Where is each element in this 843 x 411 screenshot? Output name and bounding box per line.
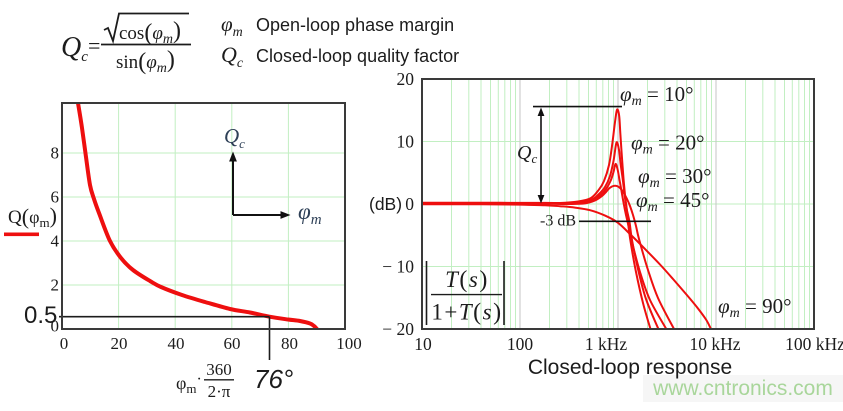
svg-text:φm = 10°: φm = 10° bbox=[620, 82, 694, 109]
svg-text:76°: 76° bbox=[254, 364, 293, 394]
svg-text:Closed-loop quality factor: Closed-loop quality factor bbox=[256, 46, 459, 66]
svg-text:0: 0 bbox=[60, 334, 69, 353]
svg-text:Closed-loop response: Closed-loop response bbox=[528, 356, 732, 379]
svg-text:0: 0 bbox=[405, 194, 414, 214]
svg-text:=: = bbox=[88, 33, 100, 58]
svg-text:4: 4 bbox=[51, 232, 60, 251]
svg-text:6: 6 bbox=[51, 188, 60, 207]
svg-text:φm = 90°: φm = 90° bbox=[718, 294, 792, 321]
svg-text:0.5: 0.5 bbox=[24, 302, 57, 329]
svg-text:100: 100 bbox=[507, 334, 534, 354]
svg-text:10 kHz: 10 kHz bbox=[689, 334, 740, 354]
svg-text:60: 60 bbox=[224, 334, 241, 353]
svg-text:1 kHz: 1 kHz bbox=[585, 334, 628, 354]
svg-text:www.cntronics.com: www.cntronics.com bbox=[652, 377, 833, 400]
svg-text:20: 20 bbox=[111, 334, 128, 353]
svg-text:Q(φm): Q(φm) bbox=[8, 203, 57, 230]
svg-text:0: 0 bbox=[51, 317, 60, 336]
svg-text:-3 dB: -3 dB bbox=[540, 213, 576, 230]
svg-text:sin(φm): sin(φm) bbox=[116, 47, 175, 76]
svg-text:Open-loop phase margin: Open-loop phase margin bbox=[256, 15, 454, 35]
svg-text:− 20: − 20 bbox=[382, 319, 414, 339]
svg-text:100 kHz: 100 kHz bbox=[785, 334, 843, 354]
svg-text:360: 360 bbox=[206, 360, 232, 379]
svg-text:8: 8 bbox=[51, 144, 60, 163]
svg-text:40: 40 bbox=[168, 334, 185, 353]
svg-text:− 10: − 10 bbox=[382, 257, 414, 277]
svg-text:10: 10 bbox=[397, 132, 415, 152]
svg-text:φm = 30°: φm = 30° bbox=[638, 164, 712, 191]
svg-text:100: 100 bbox=[336, 334, 362, 353]
svg-text:2: 2 bbox=[51, 276, 60, 295]
svg-text:1+T(s): 1+T(s) bbox=[431, 300, 502, 326]
svg-text:2·π: 2·π bbox=[208, 382, 231, 401]
svg-text:T(s): T(s) bbox=[445, 267, 489, 293]
svg-text:80: 80 bbox=[281, 334, 298, 353]
svg-text:20: 20 bbox=[397, 69, 415, 89]
svg-text:10: 10 bbox=[414, 334, 432, 354]
svg-text:φm = 20°: φm = 20° bbox=[631, 131, 705, 158]
svg-text:(dB): (dB) bbox=[369, 194, 402, 214]
svg-text:φm = 45°: φm = 45° bbox=[636, 188, 710, 215]
